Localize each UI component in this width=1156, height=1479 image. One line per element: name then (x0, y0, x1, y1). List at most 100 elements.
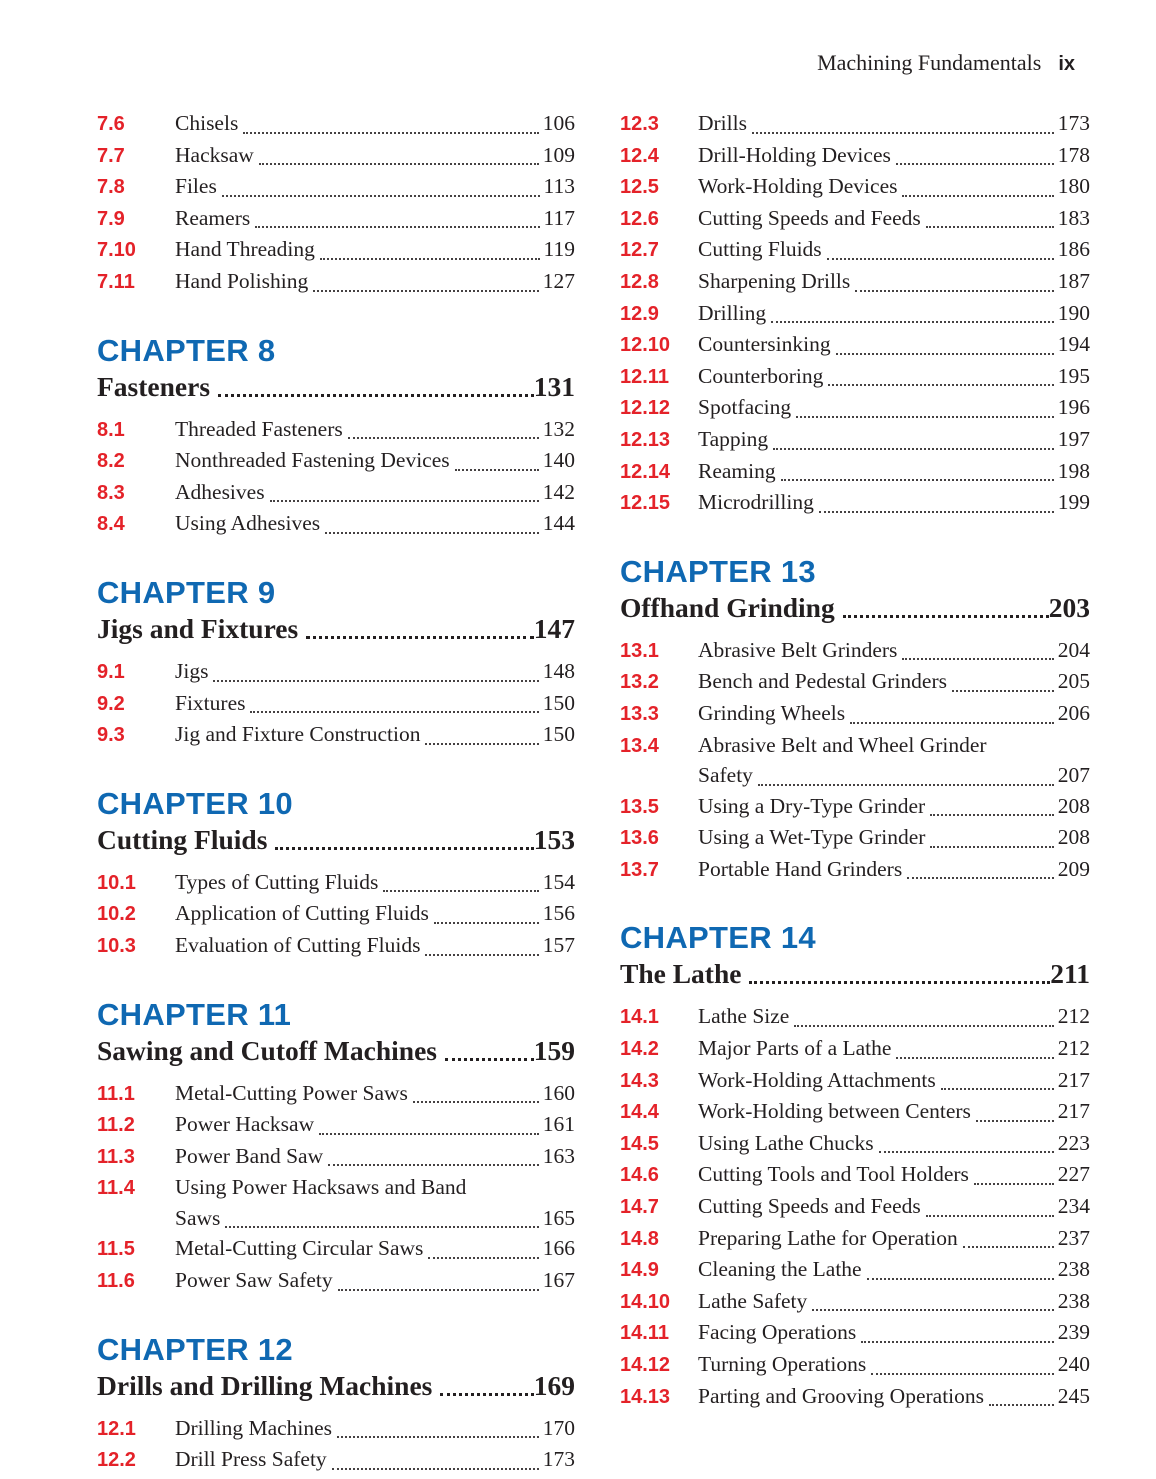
toc-entry: 10.2 Application of Cutting Fluids 156 (97, 898, 575, 930)
section-title-line: Lathe Size 212 (698, 1001, 1090, 1032)
section-title: Chisels (175, 111, 239, 135)
page-folio: ix (1058, 53, 1075, 75)
dot-leader (930, 791, 1054, 817)
toc-entry: 12.9 Drilling 190 (620, 298, 1090, 330)
section-number: 7.7 (97, 144, 125, 167)
section-number: 8.4 (97, 513, 125, 536)
toc-entry: 12.14 Reaming 198 (620, 456, 1090, 488)
section-page-number: 161 (542, 1112, 575, 1137)
section-body: Using Adhesives 144 (175, 508, 575, 539)
section-number: 12.10 (620, 334, 671, 357)
toc-entry: 8.4 Using Adhesives 144 (97, 508, 575, 540)
section-number: 7.11 (97, 270, 135, 293)
section-page-number: 170 (542, 1415, 575, 1440)
section-title-line: Adhesives 142 (175, 477, 575, 508)
dot-leader (773, 424, 1054, 450)
section-title-line: Reaming 198 (698, 456, 1090, 487)
section-page-number: 166 (542, 1236, 575, 1261)
dot-leader (896, 1033, 1054, 1059)
section-number: 13.7 (620, 858, 659, 881)
section-number: 9.1 (97, 660, 125, 683)
section-title-line: Drilling 190 (698, 298, 1090, 329)
section-title: Lathe Safety (698, 1288, 808, 1313)
section-page-number: 178 (1057, 142, 1090, 167)
section-list: 12.3 Drills 173 12.4 Drill-Holding Devices 17… (620, 108, 1090, 519)
toc-entry: 14.3 Work-Holding Attachments 217 (620, 1065, 1090, 1097)
dot-leader (812, 1286, 1054, 1312)
chapter-title: Sawing and Cutoff Machines (97, 1034, 437, 1066)
section-body: Countersinking 194 (698, 329, 1090, 360)
dot-leader (331, 1444, 539, 1470)
section-number: 13.5 (620, 795, 659, 818)
section-list: 10.1 Types of Cutting Fluids 154 10.2 Applic… (97, 867, 575, 962)
section-title-line: Nonthreaded Fastening Devices 140 (175, 445, 575, 476)
section-number: 13.1 (620, 639, 659, 662)
section-title: Drill Press Safety (175, 1447, 327, 1472)
dot-leader (325, 508, 539, 534)
toc-entry: 14.1 Lathe Size 212 (620, 1001, 1090, 1033)
section-page-number: 160 (542, 1080, 575, 1105)
section-page-number: 212 (1057, 1004, 1090, 1029)
section-title-line: Facing Operations 239 (698, 1317, 1090, 1348)
section-number: 8.2 (97, 450, 125, 473)
section-title-line: Files 113 (175, 171, 575, 202)
dot-leader (757, 760, 1054, 786)
section-title: Bench and Pedestal Grinders (698, 669, 947, 694)
section-title: Reaming (698, 458, 776, 483)
book-title: Machining Fundamentals (817, 50, 1042, 75)
dot-leader (383, 867, 539, 893)
section-title: Files (175, 174, 217, 199)
section-title: Drills (698, 111, 747, 135)
section-title-line: Metal-Cutting Circular Saws 166 (175, 1233, 575, 1264)
dot-leader (925, 203, 1054, 229)
section-body: Drills 173 (698, 108, 1090, 139)
toc-block: CHAPTER 8 Fasteners 131 8.1 Threaded Fastene… (97, 333, 575, 540)
toc-entry: 11.6 Power Saw Safety 167 (97, 1265, 575, 1297)
dot-leader (347, 414, 539, 440)
section-title: Spotfacing (698, 395, 792, 420)
chapter-page-number: 211 (1050, 958, 1090, 990)
section-title-line: Fixtures 150 (175, 688, 575, 719)
section-number: 12.9 (620, 302, 659, 325)
dot-leader (962, 1223, 1054, 1249)
section-body: Abrasive Belt Grinders 204 (698, 635, 1090, 666)
section-title: Using Power Hacksaws and Band (175, 1175, 467, 1200)
toc-entry: 7.11 Hand Polishing 127 (97, 266, 575, 298)
toc-block: CHAPTER 10 Cutting Fluids 153 10.1 Types of … (97, 786, 575, 962)
section-title-line: Hand Polishing 127 (175, 266, 575, 297)
section-title-line: Drilling Machines 170 (175, 1413, 575, 1444)
section-page-number: 195 (1057, 363, 1090, 388)
toc-entry: 8.3 Adhesives 142 (97, 477, 575, 509)
toc-entry: 12.15 Microdrilling 199 (620, 487, 1090, 519)
section-number: 12.11 (620, 365, 669, 388)
dot-leader (878, 1128, 1054, 1154)
toc-entry: 14.8 Preparing Lathe for Operation 237 (620, 1223, 1090, 1255)
section-number: 14.10 (620, 1290, 671, 1313)
toc-entry: 9.2 Fixtures 150 (97, 688, 575, 720)
toc-entry: 14.10 Lathe Safety 238 (620, 1286, 1090, 1318)
section-number: 14.4 (620, 1101, 659, 1124)
section-page-number: 207 (1057, 763, 1090, 788)
section-title-line: Abrasive Belt Grinders 204 (698, 635, 1090, 666)
dot-leader (255, 203, 540, 229)
toc-entry: 14.6 Cutting Tools and Tool Holders 227 (620, 1159, 1090, 1191)
dot-leader (796, 392, 1054, 418)
section-page-number: 198 (1057, 458, 1090, 483)
section-number: 7.8 (97, 176, 125, 199)
section-title: Saws (175, 1205, 221, 1230)
section-title-line: Bench and Pedestal Grinders 205 (698, 666, 1090, 697)
section-title: Major Parts of a Lathe (698, 1036, 892, 1061)
toc-block: CHAPTER 13 Offhand Grinding 203 13.1 Abrasiv… (620, 554, 1090, 886)
toc-entry: 10.1 Types of Cutting Fluids 154 (97, 867, 575, 899)
section-title: Hand Polishing (175, 268, 309, 293)
section-title-line: Abrasive Belt and Wheel Grinder (698, 730, 1090, 761)
dot-leader (902, 635, 1054, 661)
chapter-dot-leader (444, 1034, 534, 1061)
section-body: Cleaning the Lathe 238 (698, 1254, 1090, 1285)
section-title-line: Spotfacing 196 (698, 392, 1090, 423)
section-title-line: Sharpening Drills 187 (698, 266, 1090, 297)
section-number: 13.3 (620, 702, 659, 725)
section-number: 8.3 (97, 481, 125, 504)
section-number: 12.13 (620, 428, 671, 451)
section-title: Facing Operations (698, 1320, 857, 1345)
